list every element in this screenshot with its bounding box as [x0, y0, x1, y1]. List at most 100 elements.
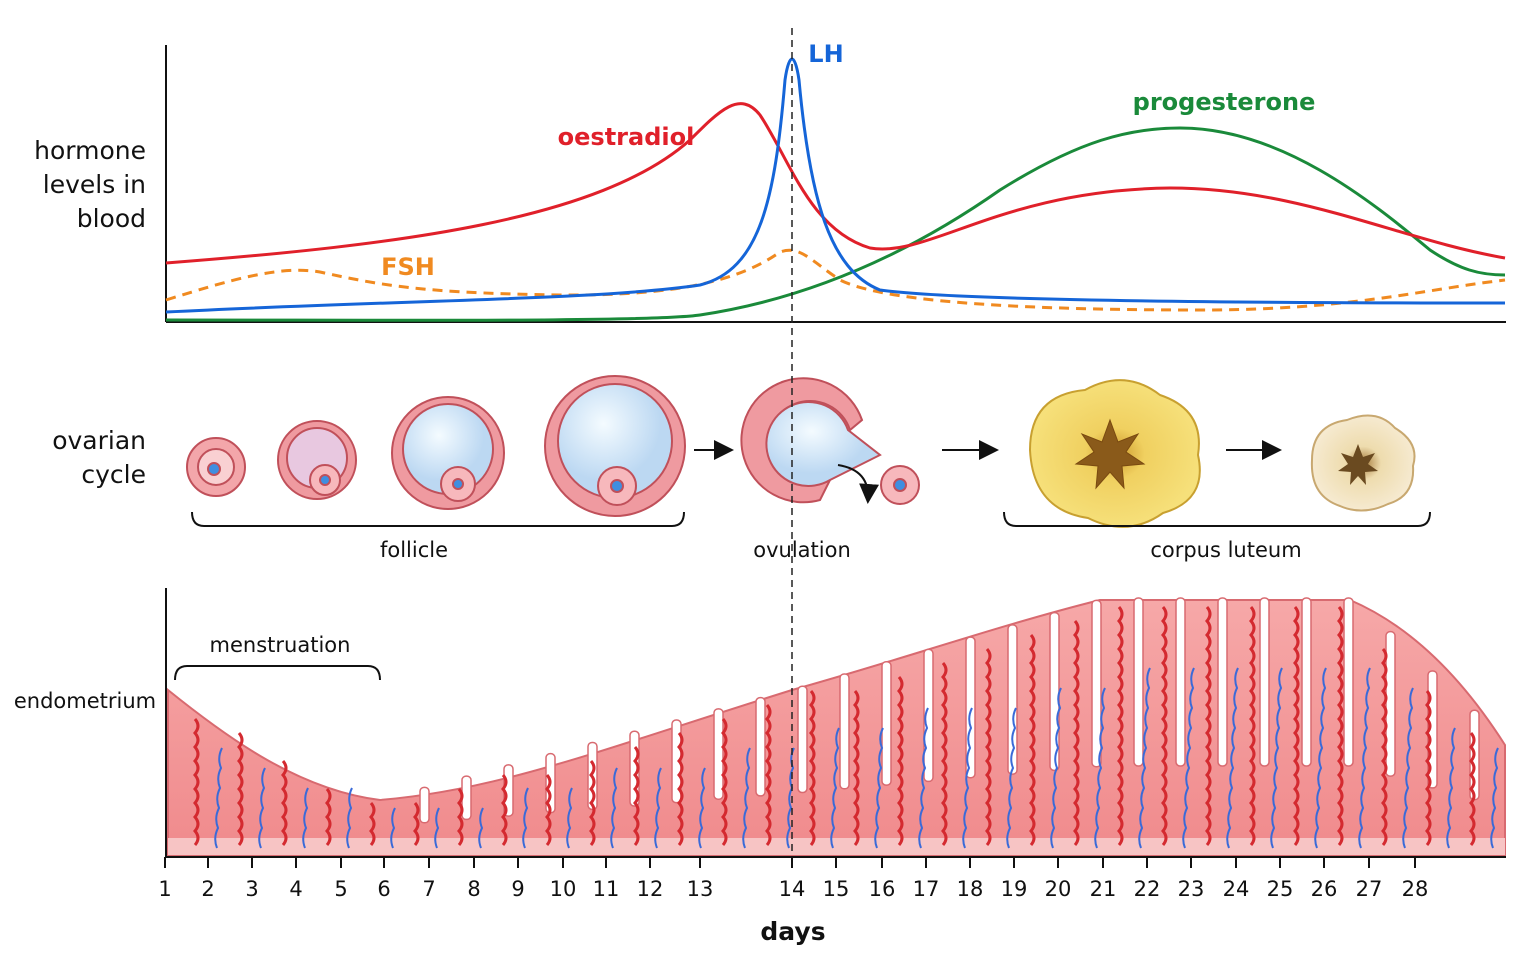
vessel	[985, 648, 992, 846]
vessel	[897, 676, 904, 846]
vessel	[478, 807, 484, 849]
tick-label: 22	[1134, 877, 1161, 901]
vessel	[830, 727, 840, 849]
vessel	[809, 690, 816, 846]
vessel	[522, 787, 529, 849]
curve-label: oestradiol	[558, 123, 695, 151]
gland	[1007, 624, 1018, 775]
tick-label: 27	[1356, 877, 1383, 901]
vessel	[698, 767, 706, 849]
vessel	[325, 788, 332, 846]
gland	[1091, 599, 1102, 768]
gland	[1259, 597, 1270, 767]
tick-label: 1	[158, 877, 171, 901]
vessel	[413, 802, 420, 846]
gland	[419, 786, 430, 824]
vessel	[1182, 667, 1195, 849]
tick-label: 21	[1090, 877, 1117, 901]
gland	[797, 685, 808, 794]
label-line: cycle	[81, 460, 146, 489]
gland	[713, 708, 724, 800]
phase-label: menstruation	[210, 633, 351, 657]
vessel	[874, 727, 884, 849]
vessel	[545, 774, 552, 846]
fsh-curve	[165, 248, 1506, 312]
vessel	[677, 732, 684, 846]
vessel	[1029, 634, 1036, 846]
vessel	[1270, 667, 1283, 849]
gland	[881, 660, 892, 786]
gland	[1133, 597, 1144, 767]
vessel	[1249, 606, 1256, 846]
vessel	[281, 760, 288, 846]
vessel	[214, 747, 223, 849]
row-label: endometrium	[14, 689, 156, 713]
label-line: blood	[77, 204, 146, 233]
tick-label: 20	[1045, 877, 1072, 901]
vessel	[1050, 687, 1062, 849]
gland	[1301, 597, 1312, 767]
vessel	[654, 767, 662, 849]
label-line: levels in	[43, 170, 146, 199]
gland	[1343, 597, 1354, 767]
label-line: ovarian	[52, 426, 146, 455]
ovarian-panel: follicle ovulation corpus luteum ovarian…	[52, 375, 1431, 681]
vessel	[501, 774, 508, 846]
tick-label: 7	[422, 877, 435, 901]
vessel	[1425, 690, 1432, 846]
gland	[1217, 597, 1228, 767]
tick-label: 12	[637, 877, 664, 901]
vessel	[237, 732, 244, 846]
vessel	[1402, 687, 1414, 849]
tick-label: 25	[1267, 877, 1294, 901]
tick-label: 3	[245, 877, 258, 901]
oestradiol-curve	[165, 102, 1506, 265]
tick-label: 4	[289, 877, 302, 901]
vessel	[566, 787, 573, 849]
vessel	[918, 707, 929, 849]
vessel	[589, 760, 596, 846]
vessel	[258, 767, 266, 849]
tick-label: 28	[1402, 877, 1429, 901]
vessel	[1314, 667, 1327, 849]
vessel	[1358, 667, 1371, 849]
tick-label: 11	[593, 877, 620, 901]
day-axis: 1 2 3 4 5 6 7 8 9 10 11 12 13 14 15 16 17 18 19 20 21 22 23 24 2…	[158, 856, 1506, 901]
curve-label: progesterone	[1133, 88, 1316, 116]
vessel	[1073, 620, 1080, 846]
vessel	[1226, 667, 1239, 849]
tick-label: 16	[869, 877, 896, 901]
tick-label: 6	[377, 877, 390, 901]
vessel	[962, 707, 973, 849]
tick-label: 14	[779, 877, 806, 901]
vessel	[434, 807, 440, 849]
vessel	[610, 767, 618, 849]
hormone-panel: oestradiol LH progesterone FSH hormone le…	[34, 40, 1506, 323]
endometrium-panel	[165, 588, 1506, 857]
lh-curve	[165, 57, 1506, 314]
vessel	[1293, 606, 1300, 846]
curve-label: LH	[808, 40, 843, 68]
vessel	[1117, 606, 1124, 846]
tick-label: 24	[1223, 877, 1250, 901]
gland	[1385, 630, 1396, 777]
tick-label: 10	[550, 877, 577, 901]
tick-label: 23	[1178, 877, 1205, 901]
vessel	[346, 787, 353, 849]
stage-label: corpus luteum	[1150, 538, 1301, 562]
tick-label: 5	[334, 877, 347, 901]
gland	[755, 696, 766, 797]
tick-label: 15	[823, 877, 850, 901]
vessel	[1337, 606, 1344, 846]
tick-label: 26	[1311, 877, 1338, 901]
gland	[839, 673, 850, 790]
vessel	[1205, 606, 1212, 846]
axis-label: ovarian cycle	[52, 426, 146, 489]
stage-label: follicle	[380, 538, 448, 562]
stage-label: ovulation	[753, 538, 851, 562]
vessel	[853, 690, 860, 846]
vessel	[369, 802, 376, 846]
tick-label: 13	[687, 877, 714, 901]
progesterone-curve	[165, 126, 1506, 322]
vessel	[1006, 707, 1017, 849]
